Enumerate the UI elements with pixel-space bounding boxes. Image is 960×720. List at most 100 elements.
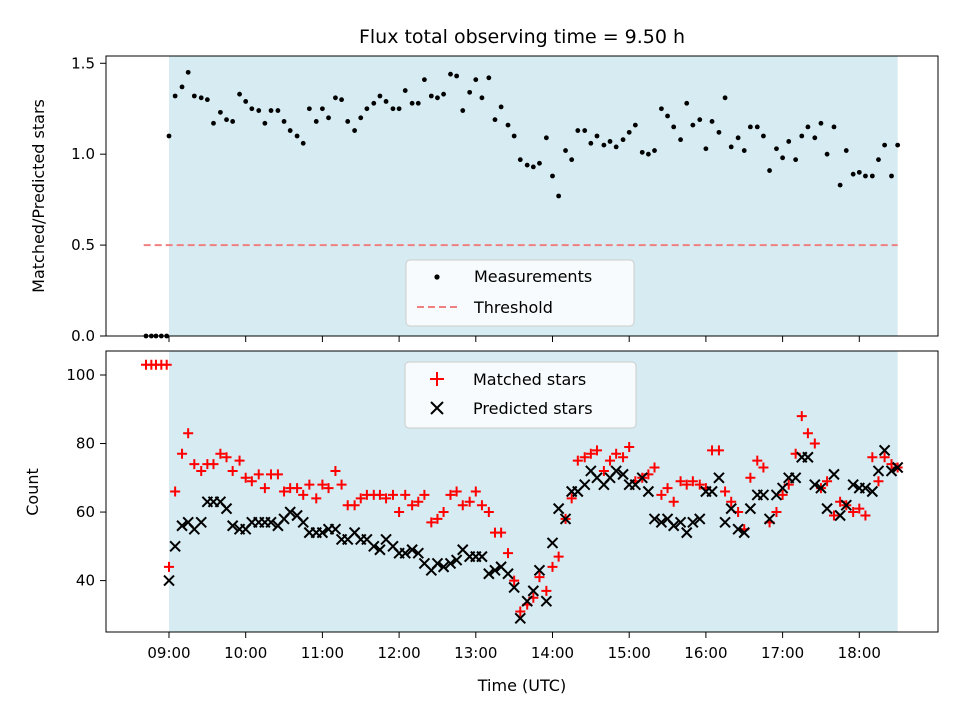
matched-star-point (713, 445, 724, 456)
predicted-star-point (674, 516, 687, 529)
xtick-label: 10:00 (224, 644, 267, 662)
predicted-star-point (226, 520, 239, 532)
predicted-star-point (885, 465, 898, 477)
measurement-point (422, 77, 427, 83)
matched-star-point (758, 462, 769, 473)
matched-star-point (196, 465, 207, 476)
matched-star-point (802, 428, 813, 439)
measurement-point (556, 193, 562, 199)
measurement-point (786, 139, 792, 144)
matched-star-point (809, 438, 820, 449)
bottom-axes-frame (105, 350, 939, 633)
measurement-point (473, 77, 479, 83)
matched-star-point (323, 483, 334, 494)
measurement-point (268, 108, 274, 113)
predicted-star-point (521, 595, 533, 607)
matched-star-point (579, 452, 590, 463)
predicted-star-point (169, 540, 181, 553)
predicted-star-point (533, 564, 546, 577)
measurement-point (294, 133, 300, 139)
measurement-point (377, 93, 383, 99)
measurement-point (799, 133, 805, 139)
predicted-star-point (502, 568, 514, 580)
measurement-point (697, 117, 703, 123)
measurement-point (652, 148, 657, 153)
matched-star-point (867, 452, 878, 463)
measurement-point (895, 142, 901, 148)
legend-predicted: Predicted stars (473, 399, 593, 418)
measurement-point (563, 148, 568, 153)
predicted-star-point (284, 506, 296, 518)
xtick-label: 15:00 (608, 644, 651, 662)
predicted-star-point (610, 465, 622, 477)
matched-star-point (413, 496, 424, 507)
measurement-point (345, 119, 351, 124)
legend-measurements-marker (434, 274, 440, 280)
measurement-point (320, 106, 325, 112)
predicted-star-point (802, 451, 814, 463)
measurement-point (678, 137, 683, 143)
measurement-point (428, 93, 434, 99)
measurement-point (204, 97, 210, 103)
matched-star-point (605, 455, 616, 466)
measurement-point (665, 113, 670, 119)
measurement-point (626, 129, 632, 135)
predicted-star-point (687, 516, 699, 529)
predicted-star-point (789, 472, 802, 484)
predicted-star-point (732, 523, 744, 535)
measurement-point (249, 106, 255, 112)
predicted-star-point (725, 502, 737, 515)
matched-star-point (387, 489, 398, 500)
measurement-point (703, 146, 709, 152)
measurement-point (741, 148, 747, 153)
predicted-star-point (821, 502, 833, 515)
measurement-point (383, 99, 389, 104)
predicted-star-point (476, 550, 488, 563)
measurement-point (588, 140, 594, 146)
measurement-point (333, 95, 338, 101)
matched-star-point (822, 476, 833, 487)
predicted-star-point (176, 520, 188, 532)
predicted-star-point (329, 523, 342, 535)
ytick-label: 1.0 (71, 145, 95, 163)
measurement-point (166, 133, 172, 139)
predicted-star-point (840, 499, 852, 511)
top-legend: Measurements Threshold (405, 259, 635, 327)
measurement-point (850, 171, 856, 177)
matched-star-point (649, 462, 660, 473)
bottom-panel: 40 60 80 100 09:00 10:00 11:00 12:00 13:00 14:00… (23, 350, 939, 662)
measurement-point (326, 115, 331, 121)
matched-star-point (624, 441, 635, 452)
measurement-point (237, 91, 242, 97)
matched-star-point (656, 489, 667, 500)
ytick-label: 0.5 (71, 236, 95, 254)
matched-star-point (292, 483, 303, 494)
matched-star-point (720, 486, 731, 497)
measurement-point (831, 124, 837, 130)
matched-star-point (476, 500, 487, 511)
measurement-point (198, 95, 204, 101)
measurement-point (505, 122, 511, 128)
measurement-point (185, 69, 191, 75)
matched-star-point (400, 489, 411, 500)
predicted-star-point (713, 472, 725, 484)
predicted-star-point (374, 544, 386, 556)
measurement-point (747, 124, 753, 130)
matched-star-point (419, 489, 430, 500)
predicted-star-point (891, 461, 904, 474)
predicted-star-point (316, 526, 329, 539)
measurement-point (569, 157, 575, 163)
matched-star-point (311, 493, 322, 504)
matched-star-point (483, 507, 494, 518)
top-panel: 0.0 0.5 1.0 1.5 Matched/Predicted stars Mea… (29, 54, 939, 345)
matched-star-point (240, 472, 251, 483)
bottom-ylabel: Count (23, 468, 42, 516)
matched-star-point (234, 455, 245, 466)
predicted-star-point (508, 581, 520, 594)
measurement-point (371, 100, 377, 106)
predicted-star-point (642, 485, 655, 498)
matched-star-point (572, 455, 583, 466)
measurement-point (224, 117, 229, 123)
measurement-point (230, 119, 236, 124)
matched-star-point (432, 513, 443, 524)
